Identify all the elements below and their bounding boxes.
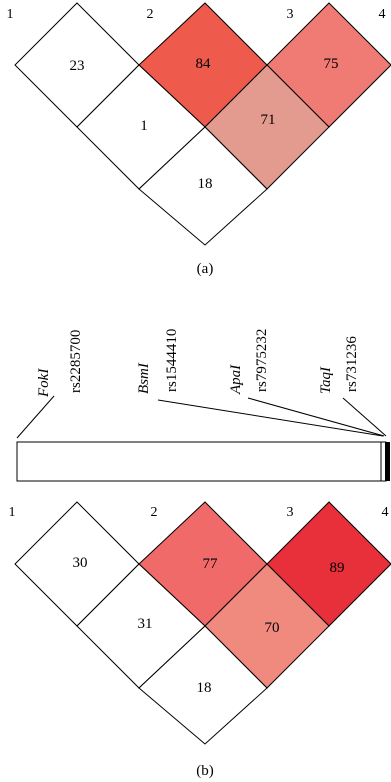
snp-map: FokI rs2285700 BsmI rs1544410 ApaI rs797…: [16, 329, 390, 482]
leader-line-bsmI: [157, 399, 384, 437]
snp-rs-rs1544410: rs1544410: [164, 329, 180, 392]
ld-value-1-3: 31: [138, 616, 153, 632]
ld-value-1-4: 18: [198, 176, 213, 192]
snp-labels: FokI rs2285700 BsmI rs1544410 ApaI rs797…: [36, 329, 360, 398]
ld-cell-1-4: [138, 625, 268, 745]
panel-b-markers: 1 2 3 4: [9, 505, 389, 520]
ld-value-1-4: 18: [197, 680, 212, 696]
panel-b-values: 30 77 89 31 70 18: [73, 555, 345, 696]
panel-a: 23 84 75 1 71 18 1 2 3 4 (a): [7, 2, 391, 277]
gene-bar: [16, 441, 387, 482]
ld-value-2-4: 70: [265, 620, 280, 636]
ld-value-1-2: 23: [70, 58, 85, 74]
marker-label-2: 2: [151, 505, 158, 520]
marker-label-1: 1: [9, 505, 16, 520]
panel-a-caption: (a): [197, 261, 214, 277]
ld-value-1-3: 1: [140, 118, 148, 134]
leader-line-apaI: [247, 397, 385, 437]
snp-leader-lines: [16, 395, 387, 439]
marker-label-2: 2: [147, 7, 154, 22]
gene-bar-end: [385, 442, 390, 481]
snp-enzyme-fokI: FokI: [36, 368, 52, 398]
snp-enzyme-taqI: TaqI: [318, 366, 334, 394]
ld-value-2-4: 71: [261, 112, 276, 128]
ld-value-1-2: 30: [73, 555, 88, 571]
panel-b: 30 77 89 31 70 18 1 2 3 4 (b): [9, 501, 391, 779]
panel-a-markers: 1 2 3 4: [7, 7, 386, 22]
ld-cell-1-4: [138, 126, 268, 246]
leader-line-taqI: [342, 397, 387, 437]
ld-value-2-3: 77: [203, 556, 219, 572]
marker-label-4: 4: [382, 505, 389, 520]
panel-a-cells: [14, 2, 391, 246]
snp-enzyme-apaI: ApaI: [228, 364, 244, 395]
panel-b-cells: [14, 501, 391, 745]
panel-b-caption: (b): [196, 763, 214, 779]
marker-label-4: 4: [379, 7, 386, 22]
snp-rs-rs7975232: rs7975232: [254, 329, 270, 392]
marker-label-3: 3: [287, 505, 294, 520]
leader-line-fokI: [16, 395, 55, 439]
ld-value-3-4: 75: [324, 56, 339, 72]
ld-value-3-4: 89: [330, 560, 345, 576]
snp-rs-rs2285700: rs2285700: [68, 330, 84, 393]
ld-value-2-3: 84: [196, 56, 212, 72]
marker-label-1: 1: [7, 7, 14, 22]
snp-enzyme-bsmI: BsmI: [136, 362, 152, 394]
marker-label-3: 3: [287, 7, 294, 22]
panel-a-values: 23 84 75 1 71 18: [70, 56, 339, 192]
snp-rs-rs731236: rs731236: [344, 336, 360, 392]
